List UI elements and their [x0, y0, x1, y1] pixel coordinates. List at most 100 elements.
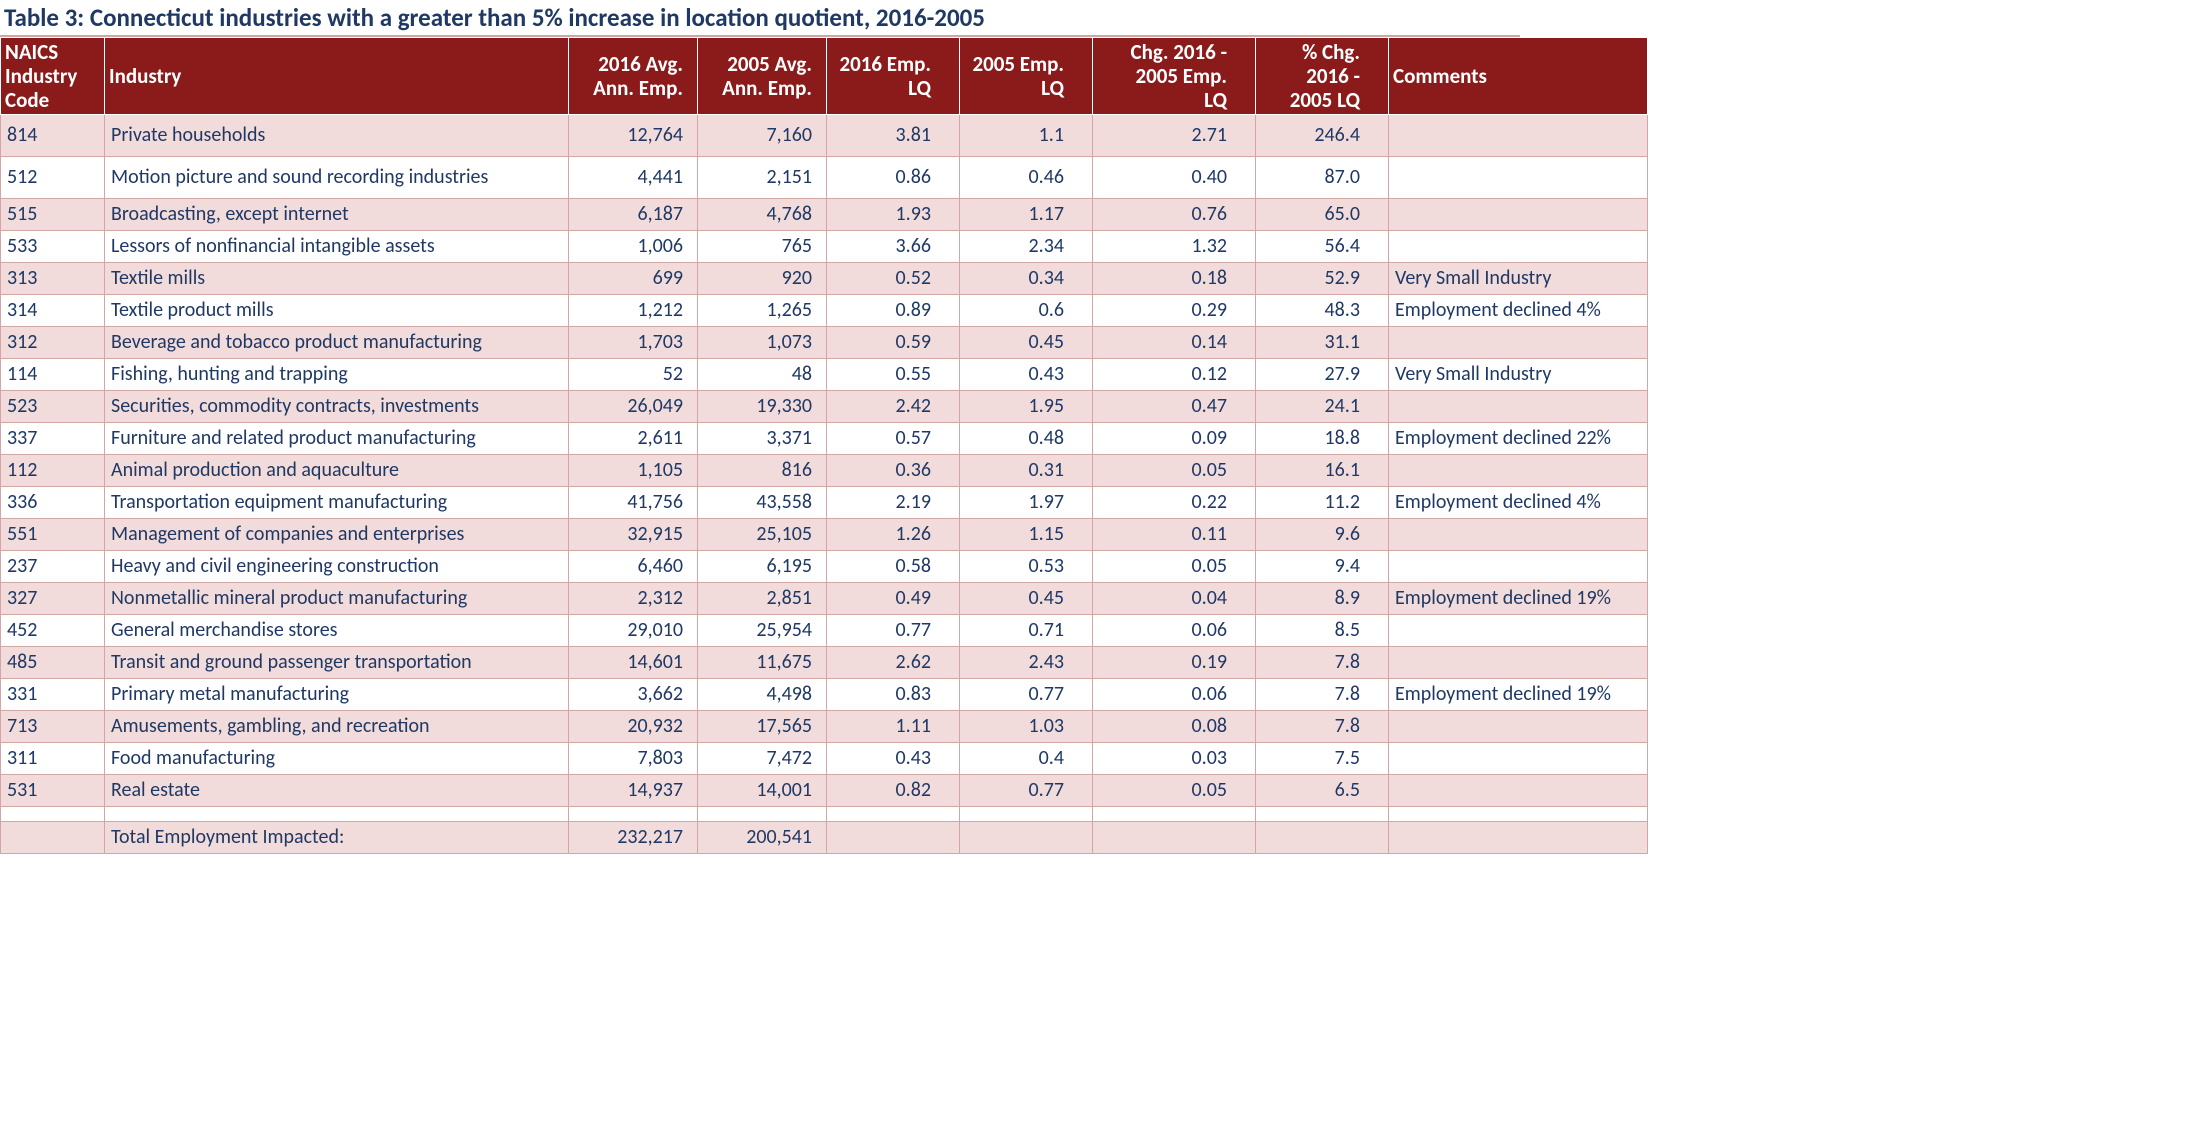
cell [960, 822, 1093, 854]
cell: 0.58 [827, 551, 960, 583]
cell: 515 [1, 199, 105, 231]
cell: 2.34 [960, 231, 1093, 263]
cell: 2.42 [827, 391, 960, 423]
cell: 26,049 [569, 391, 698, 423]
cell: 14,937 [569, 775, 698, 807]
cell: 52 [569, 359, 698, 391]
cell: 0.14 [1093, 327, 1256, 359]
cell: 533 [1, 231, 105, 263]
cell: Management of companies and enterprises [105, 519, 569, 551]
cell: 2,851 [698, 583, 827, 615]
cell: 0.45 [960, 583, 1093, 615]
table-row: 336Transportation equipment manufacturin… [1, 487, 1648, 519]
cell: 0.53 [960, 551, 1093, 583]
footer-row: Total Employment Impacted:232,217200,541 [1, 822, 1648, 854]
cell: 0.05 [1093, 551, 1256, 583]
cell: 0.05 [1093, 455, 1256, 487]
cell: 1,212 [569, 295, 698, 327]
cell: 485 [1, 647, 105, 679]
cell: 1,265 [698, 295, 827, 327]
cell: 48 [698, 359, 827, 391]
col-header: % Chg. 2016 -2005 LQ [1256, 38, 1389, 115]
table-row: 311Food manufacturing7,8037,4720.430.40.… [1, 743, 1648, 775]
cell: 314 [1, 295, 105, 327]
table-row: 327Nonmetallic mineral product manufactu… [1, 583, 1648, 615]
cell: 0.12 [1093, 359, 1256, 391]
cell: 27.9 [1256, 359, 1389, 391]
cell: Furniture and related product manufactur… [105, 423, 569, 455]
cell [1389, 455, 1648, 487]
cell: Employment declined 22% [1389, 423, 1648, 455]
cell: 3,371 [698, 423, 827, 455]
header-row: NAICSIndustryCodeIndustry2016 Avg.Ann. E… [1, 38, 1648, 115]
table-row: 523Securities, commodity contracts, inve… [1, 391, 1648, 423]
cell: 1,073 [698, 327, 827, 359]
cell: 512 [1, 157, 105, 199]
table-row: 533Lessors of nonfinancial intangible as… [1, 231, 1648, 263]
table-row: 312Beverage and tobacco product manufact… [1, 327, 1648, 359]
cell: 1.93 [827, 199, 960, 231]
cell: 0.59 [827, 327, 960, 359]
cell: Transportation equipment manufacturing [105, 487, 569, 519]
cell: 2.71 [1093, 115, 1256, 157]
cell [1389, 231, 1648, 263]
cell: Textile product mills [105, 295, 569, 327]
cell: Primary metal manufacturing [105, 679, 569, 711]
cell: 0.11 [1093, 519, 1256, 551]
cell: 31.1 [1256, 327, 1389, 359]
cell: 11.2 [1256, 487, 1389, 519]
cell: 6,187 [569, 199, 698, 231]
cell: 551 [1, 519, 105, 551]
cell: 9.6 [1256, 519, 1389, 551]
cell: 114 [1, 359, 105, 391]
cell: Very Small Industry [1389, 359, 1648, 391]
table-row: 515Broadcasting, except internet6,1874,7… [1, 199, 1648, 231]
cell [1389, 327, 1648, 359]
cell: 452 [1, 615, 105, 647]
cell: 313 [1, 263, 105, 295]
cell: Broadcasting, except internet [105, 199, 569, 231]
cell: 3,662 [569, 679, 698, 711]
cell: 25,954 [698, 615, 827, 647]
cell: Food manufacturing [105, 743, 569, 775]
cell: 1.97 [960, 487, 1093, 519]
cell: 523 [1, 391, 105, 423]
spacer-row [1, 807, 1648, 822]
cell: 0.6 [960, 295, 1093, 327]
cell: 814 [1, 115, 105, 157]
cell: 0.43 [960, 359, 1093, 391]
cell: Transit and ground passenger transportat… [105, 647, 569, 679]
table-row: 331Primary metal manufacturing3,6624,498… [1, 679, 1648, 711]
cell: 7.5 [1256, 743, 1389, 775]
table-row: 337Furniture and related product manufac… [1, 423, 1648, 455]
cell [1389, 551, 1648, 583]
cell: 0.55 [827, 359, 960, 391]
cell: 816 [698, 455, 827, 487]
cell: 0.77 [827, 615, 960, 647]
cell: 0.46 [960, 157, 1093, 199]
cell: 0.36 [827, 455, 960, 487]
cell: 327 [1, 583, 105, 615]
col-header: 2005 Emp.LQ [960, 38, 1093, 115]
table-row: 314Textile product mills1,2121,2650.890.… [1, 295, 1648, 327]
cell: 0.22 [1093, 487, 1256, 519]
cell [827, 822, 960, 854]
cell [1389, 115, 1648, 157]
cell: 8.5 [1256, 615, 1389, 647]
cell: 1,703 [569, 327, 698, 359]
cell: 4,441 [569, 157, 698, 199]
cell: 246.4 [1256, 115, 1389, 157]
cell: 12,764 [569, 115, 698, 157]
cell: 14,001 [698, 775, 827, 807]
cell: Heavy and civil engineering construction [105, 551, 569, 583]
cell: 0.49 [827, 583, 960, 615]
table-row: 485Transit and ground passenger transpor… [1, 647, 1648, 679]
cell: 1.26 [827, 519, 960, 551]
cell: 0.03 [1093, 743, 1256, 775]
cell: 9.4 [1256, 551, 1389, 583]
cell [1389, 775, 1648, 807]
col-header: 2005 Avg.Ann. Emp. [698, 38, 827, 115]
cell: 1.11 [827, 711, 960, 743]
cell: 7.8 [1256, 647, 1389, 679]
cell: 336 [1, 487, 105, 519]
